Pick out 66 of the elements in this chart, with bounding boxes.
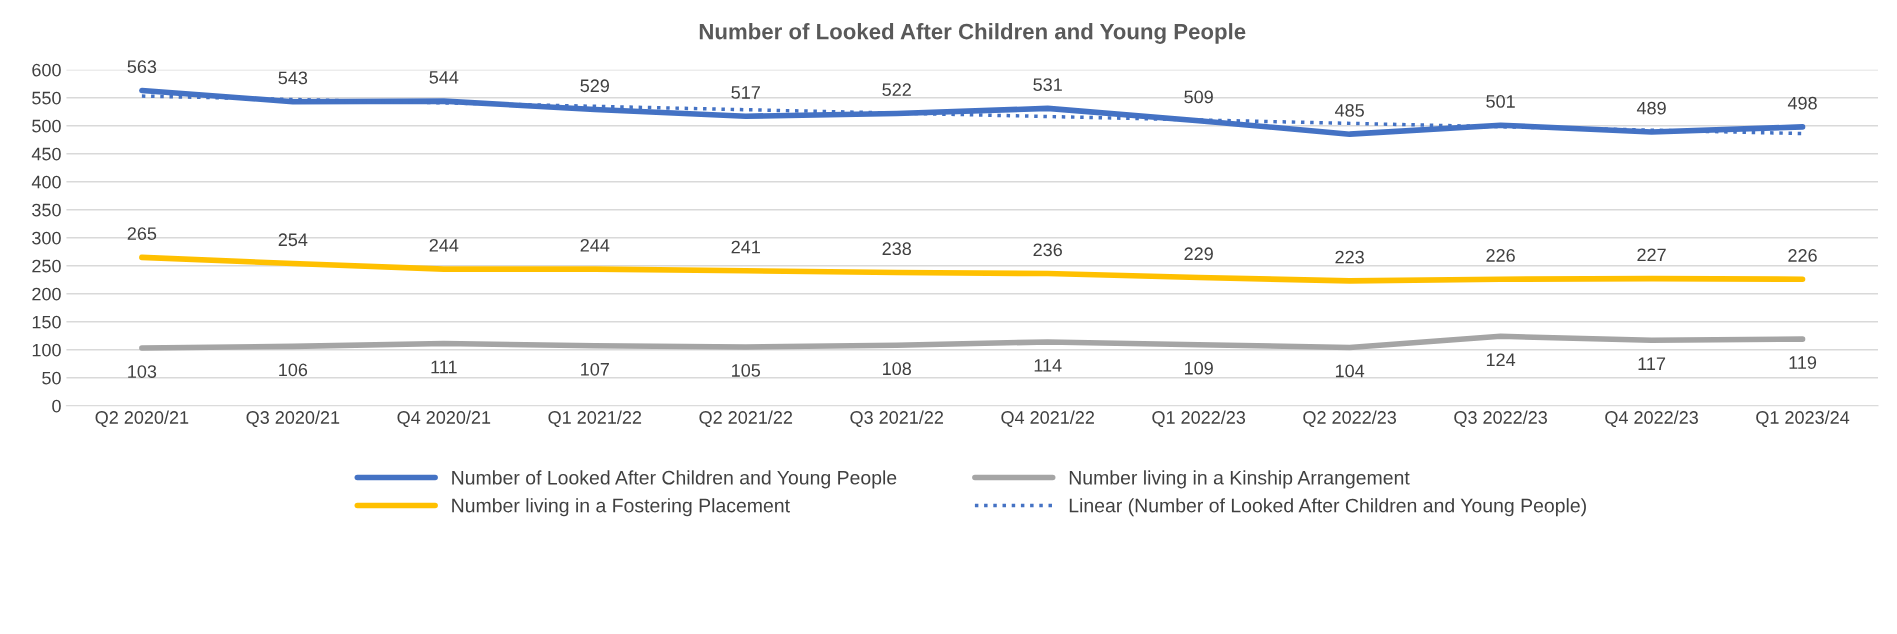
x-tick-label: Q2 2020/21 [95,410,189,428]
data-label: 254 [278,233,308,247]
data-label: 227 [1637,248,1666,262]
x-tick-label: Q1 2023/24 [1756,410,1850,428]
x-tick-label: Q2 2022/23 [1303,410,1397,428]
x-tick-label: Q3 2020/21 [246,410,340,428]
x-tick-label: Q3 2021/22 [850,410,944,428]
data-label: 236 [1033,243,1062,257]
legend-label: Linear (Number of Looked After Children and Young People) [1069,498,1586,517]
y-tick-label: 600 [32,63,61,77]
y-tick-label: 200 [32,287,61,301]
data-label: 104 [1335,364,1365,378]
data-label: 244 [429,238,459,252]
x-tick-label: Q1 2022/23 [1152,410,1246,428]
data-label: 103 [128,365,157,378]
y-tick-label: 150 [32,315,61,329]
data-label: 226 [1486,249,1515,262]
x-tick-label: Q2 2021/22 [699,410,793,428]
y-tick-label: 250 [32,259,61,273]
data-label: 544 [429,71,459,84]
data-label: 117 [1638,357,1666,370]
data-label: 241 [731,240,760,254]
data-label: 226 [1788,249,1817,262]
data-label: 108 [883,362,912,376]
data-label: 522 [882,83,911,97]
y-tick-label: 450 [31,147,61,161]
legend-label: Number living in a Kinship Arrangement [1069,470,1410,489]
chart-title: Number of Looked After Children and Young People [699,23,1246,44]
data-label: 244 [580,238,610,252]
data-label: 509 [1184,90,1213,104]
data-label: 563 [127,60,157,74]
data-label: 238 [882,242,912,256]
data-label: 105 [732,364,761,377]
y-tick-label: 550 [32,91,61,105]
legend-label: Number of Looked After Children and Young People [452,470,897,489]
x-tick-label: Q4 2021/22 [1001,410,1094,428]
data-label: 485 [1334,103,1364,117]
y-tick-label: 500 [32,119,61,133]
data-label: 501 [1486,95,1515,108]
data-label: 124 [1486,353,1516,366]
data-label: 107 [581,362,609,376]
data-label: 517 [731,86,760,99]
y-tick-label: 400 [31,175,61,189]
data-label: 106 [279,363,308,377]
data-label: 498 [1787,96,1817,110]
y-tick-label: 350 [32,203,61,217]
data-label: 529 [580,79,609,93]
x-tick-label: Q4 2022/23 [1605,410,1698,428]
data-label: 109 [1184,361,1213,375]
y-tick-label: 100 [32,343,61,357]
data-label: 119 [1789,356,1817,369]
data-label: 489 [1636,101,1666,115]
legend-label: Number living in a Fostering Placement [452,498,790,517]
data-label: 111 [431,360,457,374]
x-tick-label: Q3 2022/23 [1454,410,1547,428]
y-tick-label: 50 [42,371,61,385]
data-label: 223 [1335,250,1364,264]
data-label: 265 [127,227,157,240]
y-tick-label: 300 [32,231,61,245]
x-tick-label: Q1 2021/22 [548,410,642,428]
data-label: 114 [1034,359,1062,372]
data-label: 531 [1033,78,1062,92]
y-tick-label: 0 [52,399,61,413]
data-label: 543 [278,71,308,85]
data-label: 229 [1184,247,1213,261]
x-tick-label: Q4 2020/21 [397,410,491,428]
